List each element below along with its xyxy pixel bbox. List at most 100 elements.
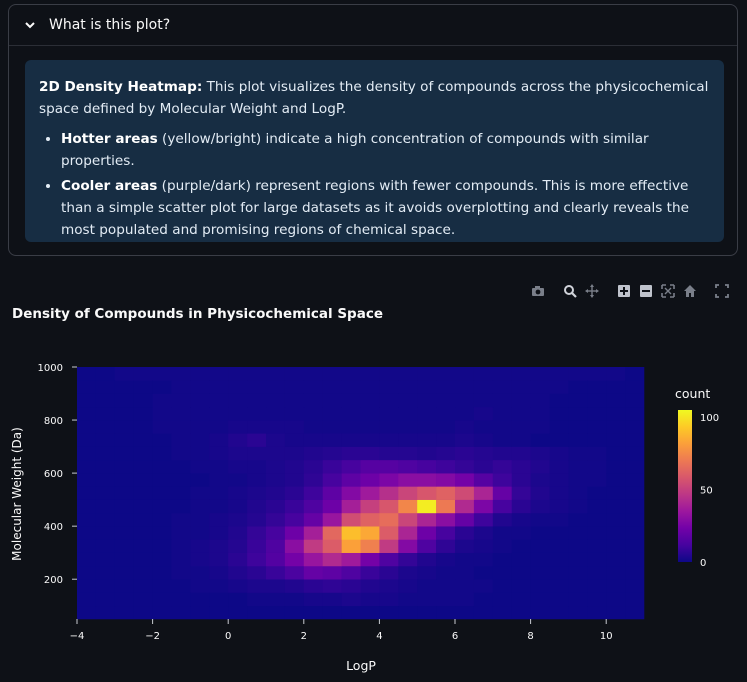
heatmap-cell[interactable] xyxy=(417,526,437,540)
heatmap-cell[interactable] xyxy=(587,539,607,553)
heatmap-cell[interactable] xyxy=(511,380,531,394)
heatmap-cell[interactable] xyxy=(398,367,418,381)
heatmap-cell[interactable] xyxy=(77,499,97,514)
pan-icon[interactable] xyxy=(581,282,603,300)
heatmap-cell[interactable] xyxy=(228,592,248,607)
heatmap-cell[interactable] xyxy=(266,473,286,487)
heatmap-cell[interactable] xyxy=(247,579,267,593)
heatmap-cell[interactable] xyxy=(398,605,418,620)
heatmap-cell[interactable] xyxy=(530,499,550,514)
heatmap-cell[interactable] xyxy=(549,486,569,500)
heatmap-cell[interactable] xyxy=(152,486,172,500)
heatmap-cell[interactable] xyxy=(266,592,286,607)
heatmap-cell[interactable] xyxy=(190,367,210,381)
heatmap-cell[interactable] xyxy=(455,446,475,461)
heatmap-cell[interactable] xyxy=(455,526,475,540)
heatmap-cell[interactable] xyxy=(303,380,323,394)
heatmap-cell[interactable] xyxy=(341,552,361,567)
heatmap-cell[interactable] xyxy=(606,486,626,500)
heatmap-cell[interactable] xyxy=(379,459,399,474)
heatmap-cell[interactable] xyxy=(511,605,531,620)
heatmap-cell[interactable] xyxy=(606,579,626,593)
heatmap-cell[interactable] xyxy=(455,473,475,487)
heatmap-cell[interactable] xyxy=(568,459,588,474)
heatmap-cell[interactable] xyxy=(398,406,418,421)
heatmap-cell[interactable] xyxy=(228,512,248,527)
heatmap-cell[interactable] xyxy=(417,420,437,434)
heatmap-cell[interactable] xyxy=(379,380,399,394)
heatmap-cell[interactable] xyxy=(114,473,134,487)
heatmap-cell[interactable] xyxy=(77,420,97,434)
heatmap-cell[interactable] xyxy=(341,446,361,461)
heatmap-cell[interactable] xyxy=(473,539,494,553)
heatmap-cell[interactable] xyxy=(587,433,607,447)
heatmap-cell[interactable] xyxy=(606,565,626,580)
heatmap-cell[interactable] xyxy=(322,565,342,580)
heatmap-cell[interactable] xyxy=(247,526,267,540)
heatmap-cell[interactable] xyxy=(228,446,248,461)
heatmap-cell[interactable] xyxy=(360,552,380,567)
heatmap-cell[interactable] xyxy=(549,459,569,474)
heatmap-cell[interactable] xyxy=(530,459,550,474)
heatmap-cell[interactable] xyxy=(133,433,153,447)
heatmap-cell[interactable] xyxy=(436,512,456,527)
heatmap-cell[interactable] xyxy=(209,486,229,500)
heatmap-cell[interactable] xyxy=(455,579,475,593)
heatmap-cell[interactable] xyxy=(549,499,569,514)
heatmap-cell[interactable] xyxy=(190,473,210,487)
heatmap-cell[interactable] xyxy=(341,473,361,487)
heatmap-cell[interactable] xyxy=(152,565,172,580)
fullscreen-icon[interactable] xyxy=(711,282,733,300)
heatmap-cell[interactable] xyxy=(133,552,153,567)
heatmap-cell[interactable] xyxy=(455,459,475,474)
heatmap-cell[interactable] xyxy=(190,592,210,607)
heatmap-cell[interactable] xyxy=(606,605,626,620)
heatmap-cell[interactable] xyxy=(77,446,97,461)
heatmap-cell[interactable] xyxy=(284,433,305,447)
heatmap-cell[interactable] xyxy=(625,579,645,593)
heatmap-cell[interactable] xyxy=(436,380,456,394)
heatmap-cell[interactable] xyxy=(587,393,607,408)
heatmap-cell[interactable] xyxy=(171,486,191,500)
heatmap-cell[interactable] xyxy=(436,565,456,580)
heatmap-cell[interactable] xyxy=(473,446,494,461)
heatmap-cell[interactable] xyxy=(77,526,97,540)
heatmap-cell[interactable] xyxy=(417,552,437,567)
heatmap-cell[interactable] xyxy=(341,433,361,447)
heatmap-cell[interactable] xyxy=(379,565,399,580)
heatmap-cell[interactable] xyxy=(209,420,229,434)
heatmap-cell[interactable] xyxy=(606,393,626,408)
heatmap-cell[interactable] xyxy=(606,420,626,434)
heatmap-cell[interactable] xyxy=(114,486,134,500)
heatmap-cell[interactable] xyxy=(171,499,191,514)
heatmap-cell[interactable] xyxy=(625,433,645,447)
heatmap-cell[interactable] xyxy=(568,539,588,553)
heatmap-cell[interactable] xyxy=(511,499,531,514)
heatmap-cell[interactable] xyxy=(284,380,305,394)
heatmap-cell[interactable] xyxy=(398,420,418,434)
heatmap-cell[interactable] xyxy=(549,380,569,394)
heatmap-cell[interactable] xyxy=(436,406,456,421)
heatmap-cell[interactable] xyxy=(398,539,418,553)
heatmap-cell[interactable] xyxy=(322,420,342,434)
heatmap-cell[interactable] xyxy=(77,473,97,487)
heatmap-cell[interactable] xyxy=(247,380,267,394)
heatmap-cell[interactable] xyxy=(95,393,116,408)
expander-header[interactable]: What is this plot? xyxy=(9,5,737,46)
heatmap-cell[interactable] xyxy=(266,605,286,620)
heatmap-cell[interactable] xyxy=(114,446,134,461)
heatmap-cell[interactable] xyxy=(587,592,607,607)
heatmap-cell[interactable] xyxy=(133,605,153,620)
heatmap-cell[interactable] xyxy=(266,367,286,381)
heatmap-cell[interactable] xyxy=(284,393,305,408)
heatmap-cell[interactable] xyxy=(511,512,531,527)
heatmap-cell[interactable] xyxy=(436,433,456,447)
heatmap-cell[interactable] xyxy=(568,473,588,487)
heatmap-cell[interactable] xyxy=(455,552,475,567)
heatmap-cell[interactable] xyxy=(473,380,494,394)
heatmap-cell[interactable] xyxy=(303,539,323,553)
heatmap-cell[interactable] xyxy=(114,433,134,447)
heatmap-cell[interactable] xyxy=(247,592,267,607)
heatmap-cell[interactable] xyxy=(436,499,456,514)
heatmap-cell[interactable] xyxy=(171,605,191,620)
